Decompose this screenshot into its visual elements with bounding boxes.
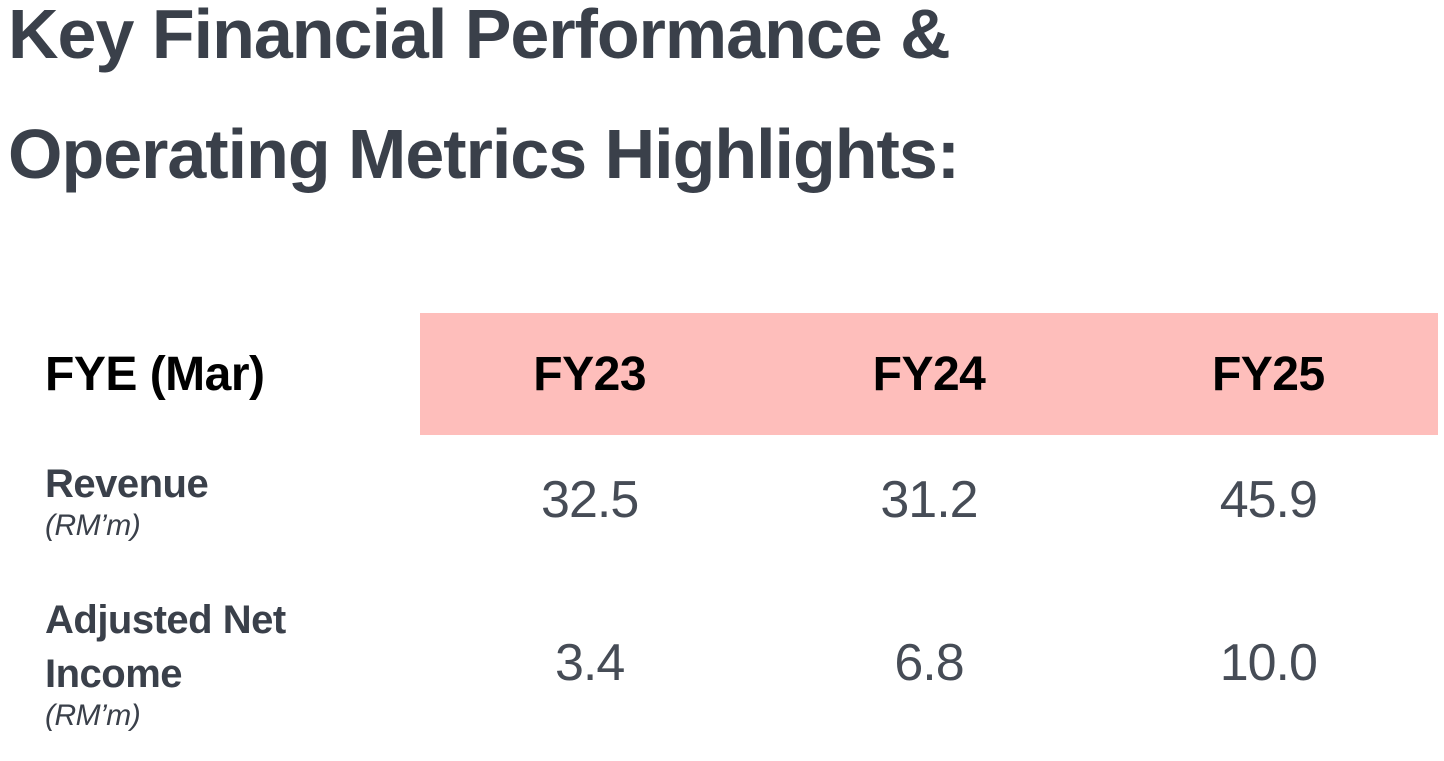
value-adjusted-net-income-fy25: 10.0 — [1219, 634, 1318, 692]
metric-unit-revenue: (RM’m) — [45, 509, 141, 542]
value-revenue-fy23: 32.5 — [541, 471, 639, 529]
page-title-line-2: Operating Metrics Highlights: — [8, 115, 960, 193]
value-revenue-fy25: 45.9 — [1219, 471, 1318, 529]
value-revenue-fy24: 31.2 — [880, 471, 978, 529]
header-cell-fye-mar: FYE (Mar) — [0, 313, 420, 435]
value-adjusted-net-income-fy24: 6.8 — [894, 634, 964, 692]
row-label-adjusted-net-income: Adjusted Net Income (RM’m) — [0, 565, 420, 761]
page-title: Key Financial Performance & Operating Me… — [8, 0, 1444, 214]
metric-unit-adjusted-net-income: (RM’m) — [45, 699, 141, 732]
metric-name-adjusted-net-income: Adjusted Net Income — [45, 598, 286, 696]
page: Key Financial Performance & Operating Me… — [8, 0, 1444, 732]
row-label-revenue: Revenue (RM’m) — [0, 435, 420, 565]
header-cell-fy23: FY23 — [420, 313, 760, 435]
page-title-line-1: Key Financial Performance & — [8, 0, 951, 73]
financial-highlights-table: FYE (Mar) FY23 FY24 FY25 Revenue (RM’m) … — [0, 313, 1438, 761]
metric-name-revenue: Revenue — [45, 462, 209, 506]
header-cell-fy25: FY25 — [1098, 313, 1438, 435]
header-cell-fy24: FY24 — [759, 313, 1099, 435]
value-adjusted-net-income-fy23: 3.4 — [555, 634, 625, 692]
